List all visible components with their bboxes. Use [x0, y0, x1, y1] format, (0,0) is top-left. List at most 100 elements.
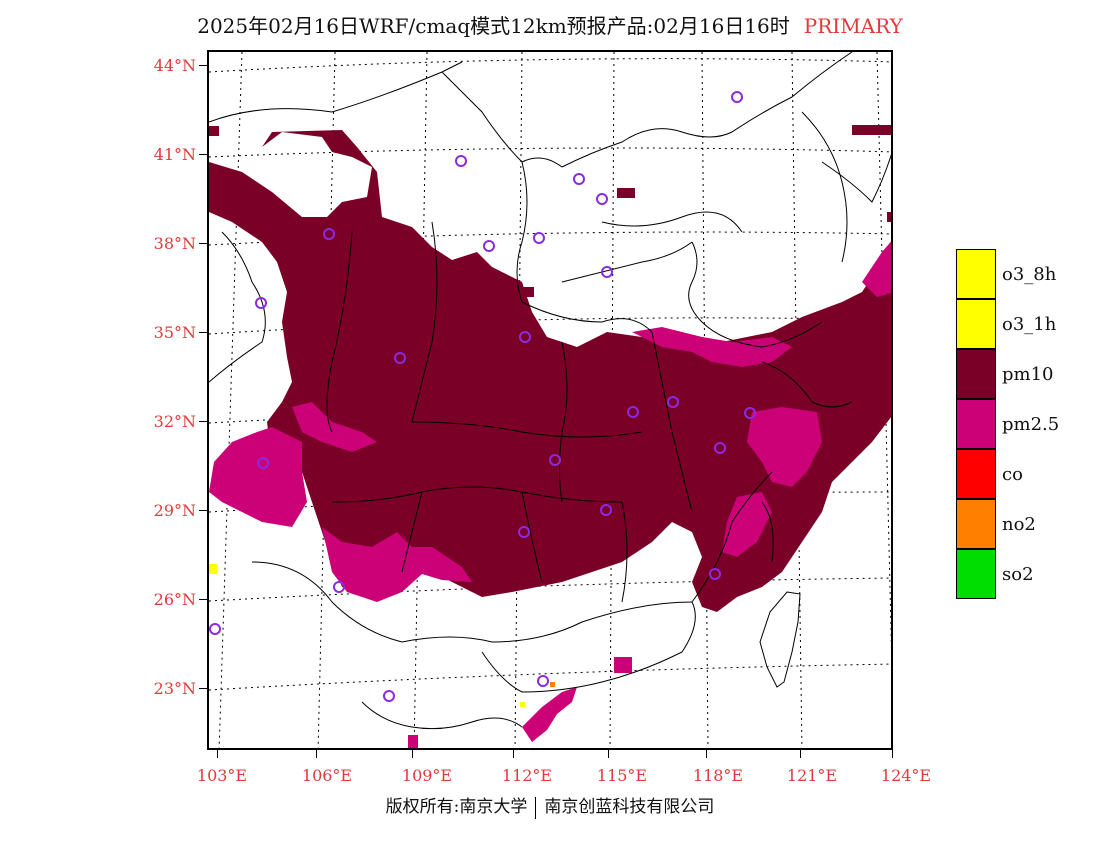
map-title: 2025年02月16日WRF/cmaq模式12km预报产品:02月16日16时 P…	[0, 10, 1100, 39]
lon-label-112: 112°E	[501, 766, 553, 785]
pm10-cell	[852, 125, 891, 135]
footer-separator	[535, 796, 537, 819]
lon-tick	[706, 750, 707, 758]
lon-tick	[513, 750, 514, 758]
lon-tick	[892, 750, 893, 758]
station-marker	[667, 396, 679, 408]
lon-label-124: 124°E	[880, 766, 932, 785]
title-main: 2025年02月16日WRF/cmaq模式12km预报产品:02月16日16时	[197, 14, 790, 38]
o3-cell	[520, 702, 525, 707]
station-marker	[518, 526, 530, 538]
footer-left: 版权所有:南京大学	[385, 797, 528, 817]
title-tag: PRIMARY	[803, 14, 903, 38]
pm25-cell	[614, 657, 632, 673]
lat-tick	[199, 332, 207, 333]
station-marker	[714, 442, 726, 454]
legend-label: pm2.5	[1002, 414, 1060, 435]
station-marker	[627, 406, 639, 418]
copyright-footer: 版权所有:南京大学 南京创蓝科技有限公司	[0, 792, 1100, 819]
legend-label: o3_8h	[1002, 264, 1057, 285]
lon-tick	[800, 750, 801, 758]
lat-label-32: 32°N	[153, 412, 196, 431]
station-marker	[323, 228, 335, 240]
lat-tick	[199, 599, 207, 600]
pm25-region-southwest	[322, 527, 472, 602]
legend-label: o3_1h	[1002, 314, 1057, 335]
lat-label-26: 26°N	[153, 590, 196, 609]
lat-tick	[199, 688, 207, 689]
lon-label-106: 106°E	[301, 766, 353, 785]
legend-swatch	[956, 449, 996, 499]
station-marker	[483, 240, 495, 252]
lat-label-29: 29°N	[153, 501, 196, 520]
station-marker	[731, 91, 743, 103]
lon-label-118: 118°E	[692, 766, 744, 785]
station-marker	[383, 690, 395, 702]
lon-tick	[217, 750, 218, 758]
no2-cell	[550, 682, 555, 687]
station-marker	[549, 454, 561, 466]
lat-tick	[199, 421, 207, 422]
station-marker	[257, 457, 269, 469]
legend-label: so2	[1002, 564, 1034, 585]
pm25-region-se	[722, 492, 772, 557]
legend-label: pm10	[1002, 364, 1054, 385]
map-canvas	[209, 52, 891, 748]
lat-tick	[199, 65, 207, 66]
lat-label-35: 35°N	[153, 323, 196, 342]
o3-cell	[209, 564, 217, 574]
lon-label-103: 103°E	[196, 766, 248, 785]
footer-right: 南京创蓝科技有限公司	[544, 797, 715, 817]
taiwan-outline	[759, 591, 801, 688]
station-marker	[394, 352, 406, 364]
pm25-region-west	[209, 427, 307, 527]
station-marker	[209, 623, 221, 635]
lat-label-38: 38°N	[153, 234, 196, 253]
station-marker	[744, 407, 756, 419]
pm25-region-south	[522, 687, 577, 742]
legend-swatch	[956, 399, 996, 449]
lon-label-115: 115°E	[596, 766, 648, 785]
legend-swatch	[956, 499, 996, 549]
station-marker	[573, 173, 585, 185]
station-marker	[255, 297, 267, 309]
legend-label: co	[1002, 464, 1023, 485]
legend-swatch	[956, 349, 996, 399]
lat-label-23: 23°N	[153, 679, 196, 698]
station-marker	[455, 155, 467, 167]
station-marker	[533, 232, 545, 244]
lat-label-44: 44°N	[153, 56, 196, 75]
legend-label: no2	[1002, 514, 1036, 535]
legend-swatch	[956, 299, 996, 349]
pm10-cell	[522, 287, 534, 297]
pm25-region-ne	[862, 241, 891, 297]
lon-tick	[608, 750, 609, 758]
station-marker	[601, 266, 613, 278]
lat-label-41: 41°N	[153, 145, 196, 164]
province-boundaries	[209, 52, 891, 730]
pm10-cell	[887, 212, 891, 222]
lat-tick	[199, 510, 207, 511]
lon-label-121: 121°E	[786, 766, 838, 785]
lat-tick	[199, 243, 207, 244]
lon-label-109: 109°E	[401, 766, 453, 785]
station-marker	[596, 193, 608, 205]
station-markers	[209, 91, 756, 702]
pm25-region-east	[632, 327, 792, 367]
pm10-cell	[617, 188, 635, 198]
station-marker	[709, 568, 721, 580]
pm25-region-coast	[747, 407, 822, 487]
lat-tick	[199, 154, 207, 155]
pm25-region-west2	[292, 402, 377, 452]
station-marker	[600, 504, 612, 516]
station-marker	[537, 675, 549, 687]
station-marker	[519, 331, 531, 343]
station-marker	[333, 581, 345, 593]
pm10-region	[209, 130, 891, 612]
lon-tick	[412, 750, 413, 758]
pm25-cell	[408, 735, 418, 748]
pm10-cell	[209, 126, 219, 136]
forecast-map	[207, 50, 893, 750]
lon-tick	[316, 750, 317, 758]
legend-swatch	[956, 249, 996, 299]
